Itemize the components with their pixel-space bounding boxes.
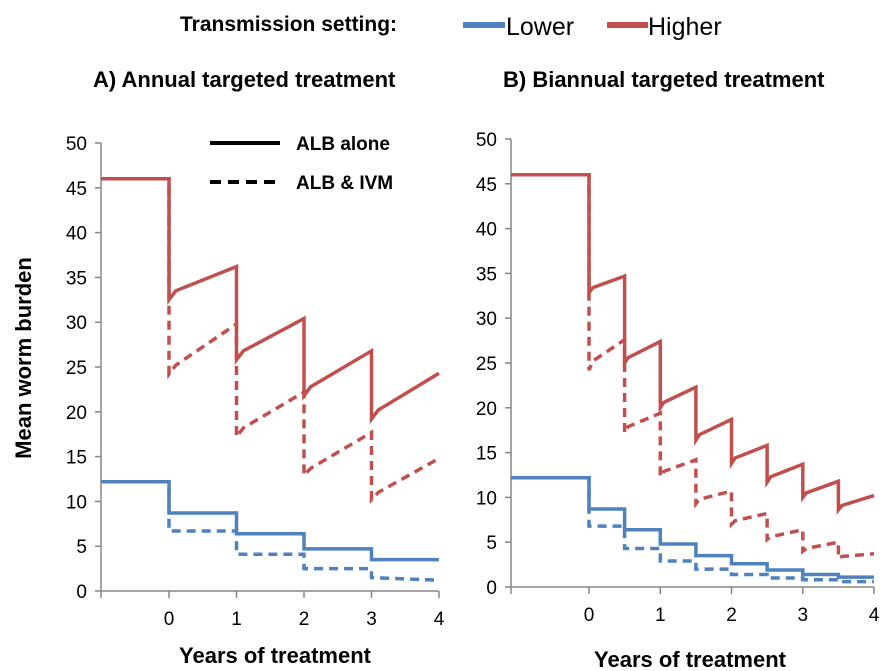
y-axis-label: Mean worm burden [11, 257, 36, 459]
y-tick-label: 35 [476, 264, 497, 285]
y-tick-label: 45 [66, 179, 87, 200]
y-tick-label: 25 [476, 354, 497, 375]
legend-label-higher: Higher [648, 13, 722, 41]
x-tick-label: 4 [434, 609, 445, 630]
y-tick-label: 15 [66, 448, 87, 469]
x-tick-label: 1 [231, 609, 242, 630]
y-tick-label: 45 [476, 175, 497, 196]
x-tick-label: 3 [366, 609, 377, 630]
y-tick-label: 50 [476, 130, 497, 151]
y-tick-label: 20 [476, 399, 497, 420]
x-tick-label: 3 [797, 605, 808, 626]
panel-a-title: A) Annual targeted treatment [93, 67, 396, 92]
x-tick-label: 0 [164, 609, 175, 630]
y-tick-label: 40 [66, 224, 87, 245]
panel-b-x-axis-label: Years of treatment [594, 647, 787, 671]
x-tick-label: 1 [655, 605, 666, 626]
series-line-higher-dashed [511, 173, 875, 562]
y-tick-label: 10 [66, 492, 87, 513]
legend-title: Transmission setting: [180, 13, 397, 36]
series-line-higher-solid [511, 173, 875, 515]
panel-b-title: B) Biannual targeted treatment [503, 67, 825, 92]
y-tick-label: 0 [76, 582, 87, 603]
y-tick-label: 50 [66, 134, 87, 155]
y-tick-label: 30 [66, 313, 87, 334]
x-tick-label: 0 [584, 605, 595, 626]
y-tick-label: 10 [476, 488, 497, 509]
series-line-lower-dashed [511, 475, 874, 584]
legend-label-lower: Lower [506, 13, 574, 41]
y-tick-label: 25 [66, 358, 87, 379]
y-tick-label: 35 [66, 268, 87, 289]
panel-a-x-axis-label: Years of treatment [179, 643, 372, 668]
y-tick-label: 5 [486, 533, 497, 554]
series-line-higher-solid [101, 177, 440, 425]
x-tick-label: 2 [726, 605, 737, 626]
y-tick-label: 40 [476, 220, 497, 241]
style-label-solid: ALB alone [296, 134, 390, 155]
style-legend: ALB alone ALB & IVM [210, 134, 393, 194]
y-tick-label: 0 [486, 578, 497, 599]
top-legend: Transmission setting: Lower Higher [180, 13, 722, 41]
y-tick-label: 5 [76, 537, 87, 558]
y-tick-label: 20 [66, 403, 87, 424]
series-line-lower-dashed [101, 479, 440, 582]
y-tick-label: 15 [476, 444, 497, 465]
series-line-higher-dashed [101, 177, 440, 505]
y-tick-label: 30 [476, 309, 497, 330]
panel-a: 0 5 10 15 20 25 30 35 40 45 50 0 1 2 3 4 [66, 134, 445, 630]
x-tick-label: 2 [299, 609, 310, 630]
series-line-lower-solid [101, 479, 439, 562]
x-tick-label: 4 [869, 605, 880, 626]
series-line-lower-solid [511, 475, 874, 579]
style-label-dashed: ALB & IVM [296, 173, 393, 194]
panel-b: 0 5 10 15 20 25 30 35 40 45 50 0 1 2 3 4 [476, 130, 880, 626]
